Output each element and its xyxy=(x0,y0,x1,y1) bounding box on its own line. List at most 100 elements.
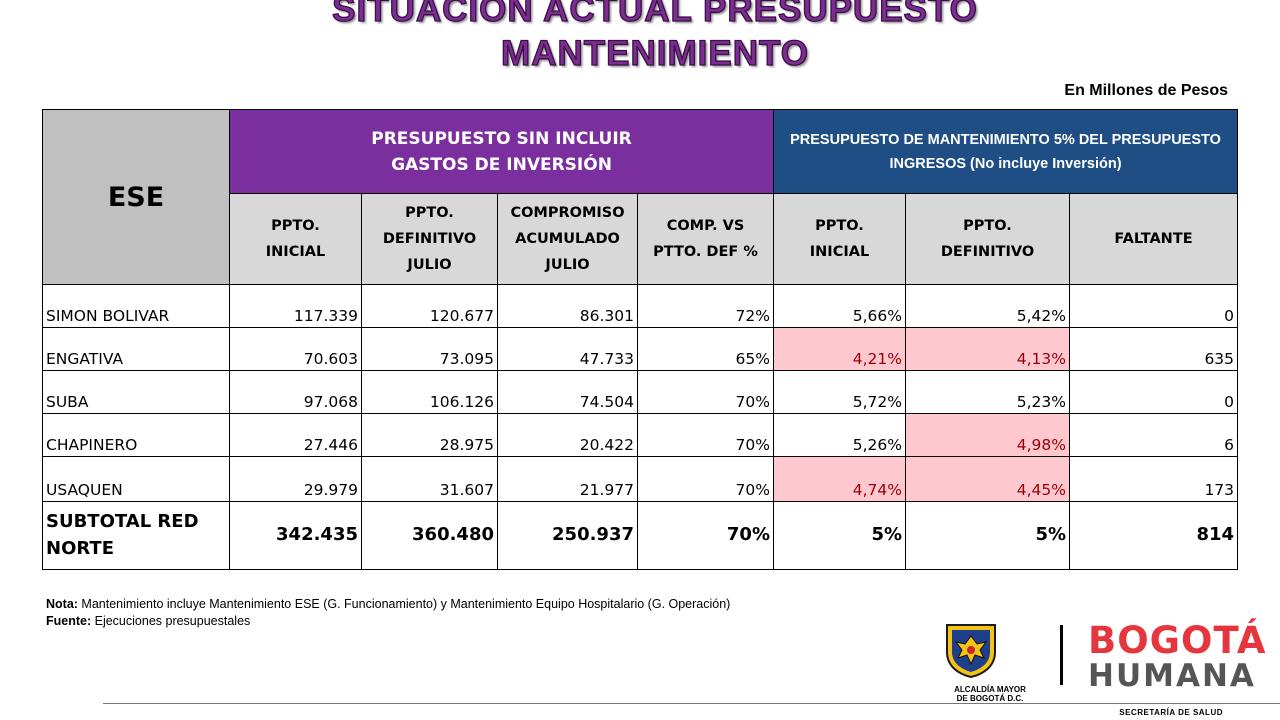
header-faltante: FALTANTE xyxy=(1068,193,1239,285)
cell-mant-definitivo: 4,98% xyxy=(905,413,1070,457)
table-row: SIMON BOLIVAR 117.339 120.677 86.301 72%… xyxy=(42,284,1239,328)
nota-label: Nota: xyxy=(46,597,78,611)
cell-mant-definitivo: 4,45% xyxy=(905,456,1070,502)
cell-faltante: 173 xyxy=(1068,456,1239,502)
footer-divider xyxy=(103,703,1280,704)
cell-mant-definitivo: 5,23% xyxy=(905,370,1070,414)
header-line: PPTO. xyxy=(405,205,454,221)
subtotal-comp-pct: 70% xyxy=(637,501,774,570)
subtotal-compromiso: 250.937 xyxy=(497,501,638,570)
cell-comp-pct: 65% xyxy=(637,327,774,371)
source-line: Fuente: Ejecuciones presupuestales xyxy=(46,613,730,630)
subtotal-label-line2: NORTE xyxy=(46,537,114,559)
subtotal-label-line1: SUBTOTAL RED xyxy=(46,510,199,532)
header-ese: ESE xyxy=(42,109,230,285)
cell-ppto-inicial: 27.446 xyxy=(229,413,362,457)
header-line: PTTO. DEF % xyxy=(653,244,758,260)
row-name: ENGATIVA xyxy=(42,327,230,371)
table-row: USAQUEN 29.979 31.607 21.977 70% 4,74% 4… xyxy=(42,456,1239,502)
cell-mant-inicial: 4,74% xyxy=(773,456,906,502)
subtotal-ppto-inicial: 342.435 xyxy=(229,501,362,570)
header-line: INICIAL xyxy=(809,244,870,260)
cell-ppto-inicial: 70.603 xyxy=(229,327,362,371)
note-line: Nota: Mantenimiento incluye Mantenimient… xyxy=(46,596,730,613)
header-ppto-inicial: PPTO. INICIAL xyxy=(229,193,362,285)
row-name: SIMON BOLIVAR xyxy=(42,284,230,328)
header-mant-ppto-definitivo: PPTO. DEFINITIVO xyxy=(905,193,1070,285)
subtotal-faltante: 814 xyxy=(1068,501,1239,570)
table-row: CHAPINERO 27.446 28.975 20.422 70% 5,26%… xyxy=(42,413,1239,457)
header-compromiso-acumulado: COMPROMISO ACUMULADO JULIO xyxy=(497,193,638,285)
page-title-line2: MANTENIMIENTO xyxy=(500,33,809,73)
subtotal-mant-definitivo: 5% xyxy=(905,501,1070,570)
row-name: SUBA xyxy=(42,370,230,414)
cell-mant-inicial: 4,21% xyxy=(773,327,906,371)
cell-comp-pct: 70% xyxy=(637,370,774,414)
cell-mant-definitivo: 5,42% xyxy=(905,284,1070,328)
header-group-sin-inversion-line2: GASTOS DE INVERSIÓN xyxy=(391,154,612,175)
cell-faltante: 6 xyxy=(1068,413,1239,457)
cell-comp-pct: 70% xyxy=(637,413,774,457)
notes: Nota: Mantenimiento incluye Mantenimient… xyxy=(46,596,730,630)
cell-ppto-inicial: 29.979 xyxy=(229,456,362,502)
alcaldia-line2: DE BOGOTÁ D.C. xyxy=(956,694,1024,703)
header-comp-vs-ptto: COMP. VS PTTO. DEF % xyxy=(637,193,774,285)
cell-compromiso: 47.733 xyxy=(497,327,638,371)
cell-ppto-definitivo: 106.126 xyxy=(361,370,498,414)
header-line: PPTO. xyxy=(271,218,320,234)
table-row: SUBA 97.068 106.126 74.504 70% 5,72% 5,2… xyxy=(42,370,1239,414)
header-line: PPTO. xyxy=(963,218,1012,234)
cell-comp-pct: 72% xyxy=(637,284,774,328)
row-name: CHAPINERO xyxy=(42,413,230,457)
header-ppto-definitivo-julio: PPTO. DEFINITIVO JULIO xyxy=(361,193,498,285)
cell-compromiso: 74.504 xyxy=(497,370,638,414)
header-line: PPTO. xyxy=(815,218,864,234)
budget-table: ESE PRESUPUESTO SIN INCLUIR GASTOS DE IN… xyxy=(42,109,1239,570)
units-label: En Millones de Pesos xyxy=(1064,82,1228,99)
row-name: USAQUEN xyxy=(42,456,230,502)
footer-text: SECRETARÍA DE SALUD xyxy=(1119,708,1223,717)
header-line: DEFINITIVO xyxy=(940,244,1035,260)
logo-divider xyxy=(1060,625,1063,685)
subtotal-mant-inicial: 5% xyxy=(773,501,906,570)
bogota-humana-logo: BOGOTÁ HUMANA xyxy=(1088,619,1267,694)
cell-ppto-definitivo: 120.677 xyxy=(361,284,498,328)
alcaldia-line1: ALCALDÍA MAYOR xyxy=(954,685,1026,694)
header-line: COMPROMISO xyxy=(510,205,625,221)
cell-ppto-definitivo: 73.095 xyxy=(361,327,498,371)
table-row: ENGATIVA 70.603 73.095 47.733 65% 4,21% … xyxy=(42,327,1239,371)
header-line: ACUMULADO xyxy=(515,231,620,247)
cell-faltante: 0 xyxy=(1068,370,1239,414)
cell-mant-definitivo: 4,13% xyxy=(905,327,1070,371)
cell-faltante: 635 xyxy=(1068,327,1239,371)
header-line: INICIAL xyxy=(265,244,326,260)
fuente-label: Fuente: xyxy=(46,614,92,628)
cell-mant-inicial: 5,26% xyxy=(773,413,906,457)
header-line: DEFINITIVO xyxy=(382,231,477,247)
subtotal-row: SUBTOTAL RED NORTE 342.435 360.480 250.9… xyxy=(42,501,1239,570)
cell-ppto-inicial: 97.068 xyxy=(229,370,362,414)
cell-faltante: 0 xyxy=(1068,284,1239,328)
header-line: JULIO xyxy=(545,257,590,273)
header-line: COMP. VS xyxy=(666,218,745,234)
cell-compromiso: 86.301 xyxy=(497,284,638,328)
page-title: SITUACIÓN ACTUAL PRESUPUESTO MANTENIMIEN… xyxy=(240,0,1070,76)
header-line: JULIO xyxy=(407,257,452,273)
fuente-text: Ejecuciones presupuestales xyxy=(91,614,251,628)
cell-comp-pct: 70% xyxy=(637,456,774,502)
cell-compromiso: 21.977 xyxy=(497,456,638,502)
header-mant-ppto-inicial: PPTO. INICIAL xyxy=(773,193,906,285)
header-line: FALTANTE xyxy=(1114,231,1193,247)
cell-mant-inicial: 5,66% xyxy=(773,284,906,328)
bogota-logo-line2: HUMANA xyxy=(1088,658,1256,694)
alcaldia-logo: ALCALDÍA MAYOR DE BOGOTÁ D.C. xyxy=(944,622,1036,703)
alcaldia-text: ALCALDÍA MAYOR DE BOGOTÁ D.C. xyxy=(944,685,1036,703)
nota-text: Mantenimiento incluye Mantenimiento ESE … xyxy=(77,597,731,611)
subtotal-ppto-definitivo: 360.480 xyxy=(361,501,498,570)
subtotal-label: SUBTOTAL RED NORTE xyxy=(42,501,230,570)
bogota-logo-line1: BOGOTÁ xyxy=(1088,619,1267,662)
header-group-sin-inversion: PRESUPUESTO SIN INCLUIR GASTOS DE INVERS… xyxy=(229,109,774,194)
coat-of-arms-icon xyxy=(946,624,996,679)
page-title-line1: SITUACIÓN ACTUAL PRESUPUESTO xyxy=(331,0,978,30)
cell-mant-inicial: 5,72% xyxy=(773,370,906,414)
